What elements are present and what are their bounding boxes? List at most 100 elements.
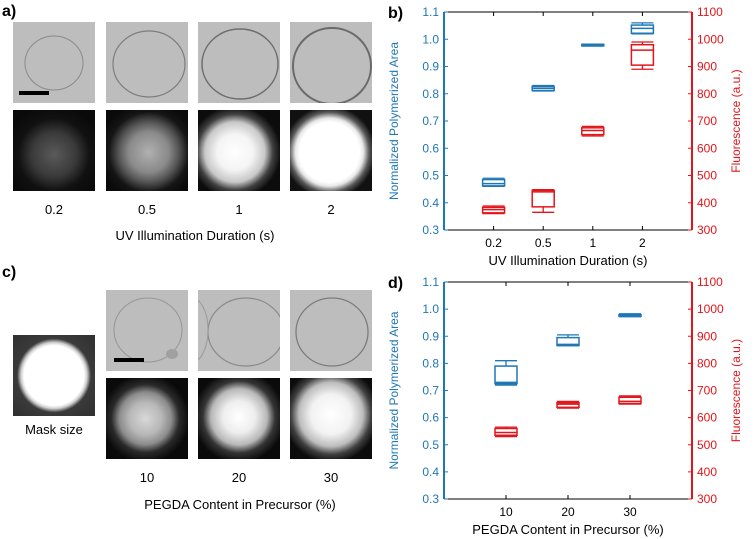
panel-c-label: c) bbox=[2, 264, 17, 281]
fluorescence-box-2 bbox=[531, 189, 555, 213]
y2-tick-label: 500 bbox=[697, 169, 717, 183]
y-tick-label: 0.3 bbox=[422, 492, 439, 506]
x-tick-label: 20 bbox=[561, 505, 575, 519]
area-box-1 bbox=[481, 177, 506, 188]
fluorescence-box-4 bbox=[630, 41, 655, 70]
box-iqr bbox=[630, 43, 655, 66]
x-tick-label: 30 bbox=[623, 505, 637, 519]
scale-bar-c bbox=[114, 358, 144, 362]
pegda-label-1: 10 bbox=[139, 470, 155, 485]
duration-label-4: 2 bbox=[327, 202, 335, 217]
y2-axis-label: Fluorescence (a.u.) bbox=[729, 69, 743, 172]
panel-a-xlabel: UV Illumination Duration (s) bbox=[115, 228, 275, 243]
brightfield-image-1 bbox=[13, 22, 95, 103]
box-iqr bbox=[481, 178, 506, 187]
y-tick-label: 1.1 bbox=[422, 275, 439, 289]
y-tick-label: 0.9 bbox=[422, 329, 439, 343]
y-tick-label: 1.1 bbox=[422, 5, 439, 19]
y2-tick-label: 500 bbox=[697, 438, 717, 452]
box-iqr bbox=[531, 189, 555, 208]
box-iqr bbox=[630, 24, 655, 35]
y-tick-label: 0.4 bbox=[422, 196, 439, 210]
fluorescence-box-1 bbox=[481, 205, 506, 215]
x-tick-label: 0.5 bbox=[535, 236, 552, 250]
y-tick-label: 0.5 bbox=[422, 438, 439, 452]
x-axis-label: UV Illumination Duration (s) bbox=[489, 253, 648, 268]
y-tick-label: 1.0 bbox=[422, 302, 439, 316]
box-iqr bbox=[556, 401, 580, 409]
box-iqr bbox=[494, 365, 518, 385]
brightfield-pegda-20 bbox=[198, 290, 280, 371]
x-tick-label: 2 bbox=[639, 236, 646, 250]
area-box-2 bbox=[556, 334, 580, 347]
y2-axis-label: Fluorescence (a.u.) bbox=[729, 339, 743, 442]
y-tick-label: 0.7 bbox=[422, 114, 439, 128]
panel-c-xlabel: PEGDA Content in Precursor (%) bbox=[144, 497, 336, 512]
fluorescence-pegda-20 bbox=[198, 378, 280, 459]
fluorescence-box-1 bbox=[494, 426, 518, 438]
scale-bar bbox=[19, 91, 49, 95]
y-tick-label: 0.6 bbox=[422, 411, 439, 425]
y2-tick-label: 700 bbox=[697, 114, 717, 128]
brightfield-image-2 bbox=[106, 22, 188, 103]
brightfield-pegda-10 bbox=[106, 290, 188, 371]
fluorescence-image-3 bbox=[198, 110, 280, 191]
panel-letter: d) bbox=[388, 275, 403, 292]
fluorescence-image-4 bbox=[290, 110, 372, 191]
mask-size-image bbox=[13, 335, 95, 416]
y2-tick-label: 400 bbox=[697, 196, 717, 210]
panel-a-label: a) bbox=[2, 3, 17, 20]
x-tick-label: 10 bbox=[499, 505, 513, 519]
panel-letter: b) bbox=[388, 5, 403, 22]
y2-tick-label: 400 bbox=[697, 465, 717, 479]
x-axis-label: PEGDA Content in Precursor (%) bbox=[472, 522, 663, 537]
area-box-1 bbox=[494, 360, 518, 386]
pegda-label-2: 20 bbox=[231, 470, 247, 485]
y2-tick-label: 600 bbox=[697, 411, 717, 425]
fluorescence-pegda-10 bbox=[106, 378, 188, 459]
y-tick-label: 0.5 bbox=[422, 169, 439, 183]
fluorescence-box-3 bbox=[581, 125, 605, 137]
x-tick-label: 1 bbox=[589, 236, 596, 250]
y-tick-label: 1.0 bbox=[422, 32, 439, 46]
brightfield-image-3 bbox=[198, 22, 280, 103]
y-tick-label: 0.4 bbox=[422, 465, 439, 479]
brightfield-pegda-30 bbox=[290, 290, 372, 371]
fluorescence-box-2 bbox=[556, 400, 580, 409]
chart-d: d) 0.3 0.4 0.5 0.6 0.7 0.8 0.9 1.0 1.1 300 400 500 60… bbox=[387, 275, 743, 537]
y2-tick-label: 1100 bbox=[697, 275, 723, 289]
duration-label-2: 0.5 bbox=[137, 202, 157, 217]
y2-tick-label: 900 bbox=[697, 60, 717, 74]
y2-tick-label: 300 bbox=[697, 492, 717, 506]
y2-tick-label: 1100 bbox=[697, 5, 723, 19]
y2-tick-label: 1000 bbox=[697, 302, 724, 316]
chart-b: b) 0.3 0.4 0.5 0.6 0.7 0.8 0.9 1.0 1.1 300 400 500 60… bbox=[387, 5, 743, 268]
duration-label-3: 1 bbox=[235, 202, 243, 217]
area-box-3 bbox=[581, 43, 605, 47]
y-tick-label: 0.9 bbox=[422, 60, 439, 74]
y2-tick-label: 800 bbox=[697, 356, 717, 370]
y2-tick-label: 800 bbox=[697, 87, 717, 101]
y-tick-label: 0.8 bbox=[422, 87, 439, 101]
y2-tick-label: 700 bbox=[697, 384, 717, 398]
fluorescence-pegda-30 bbox=[290, 378, 372, 459]
y2-tick-label: 900 bbox=[697, 329, 717, 343]
y2-tick-label: 300 bbox=[697, 223, 717, 237]
y-axis-label: Normalized Polymerized Area bbox=[387, 42, 401, 200]
area-box-2 bbox=[531, 84, 555, 92]
y-tick-label: 0.6 bbox=[422, 141, 439, 155]
area-box-4 bbox=[630, 22, 655, 35]
area-box-3 bbox=[618, 313, 642, 318]
box-iqr bbox=[556, 336, 580, 347]
mask-size-label: Mask size bbox=[25, 422, 83, 437]
y-axis-label: Normalized Polymerized Area bbox=[387, 311, 401, 469]
brightfield-image-4 bbox=[290, 22, 372, 103]
pegda-label-3: 30 bbox=[323, 470, 339, 485]
box-iqr bbox=[618, 396, 642, 405]
y-tick-label: 0.8 bbox=[422, 356, 439, 370]
x-tick-label: 0.2 bbox=[485, 236, 502, 250]
y2-tick-label: 600 bbox=[697, 141, 717, 155]
duration-label-1: 0.2 bbox=[44, 202, 64, 217]
fluorescence-image-1 bbox=[13, 110, 95, 191]
fluorescence-box-3 bbox=[618, 395, 642, 405]
